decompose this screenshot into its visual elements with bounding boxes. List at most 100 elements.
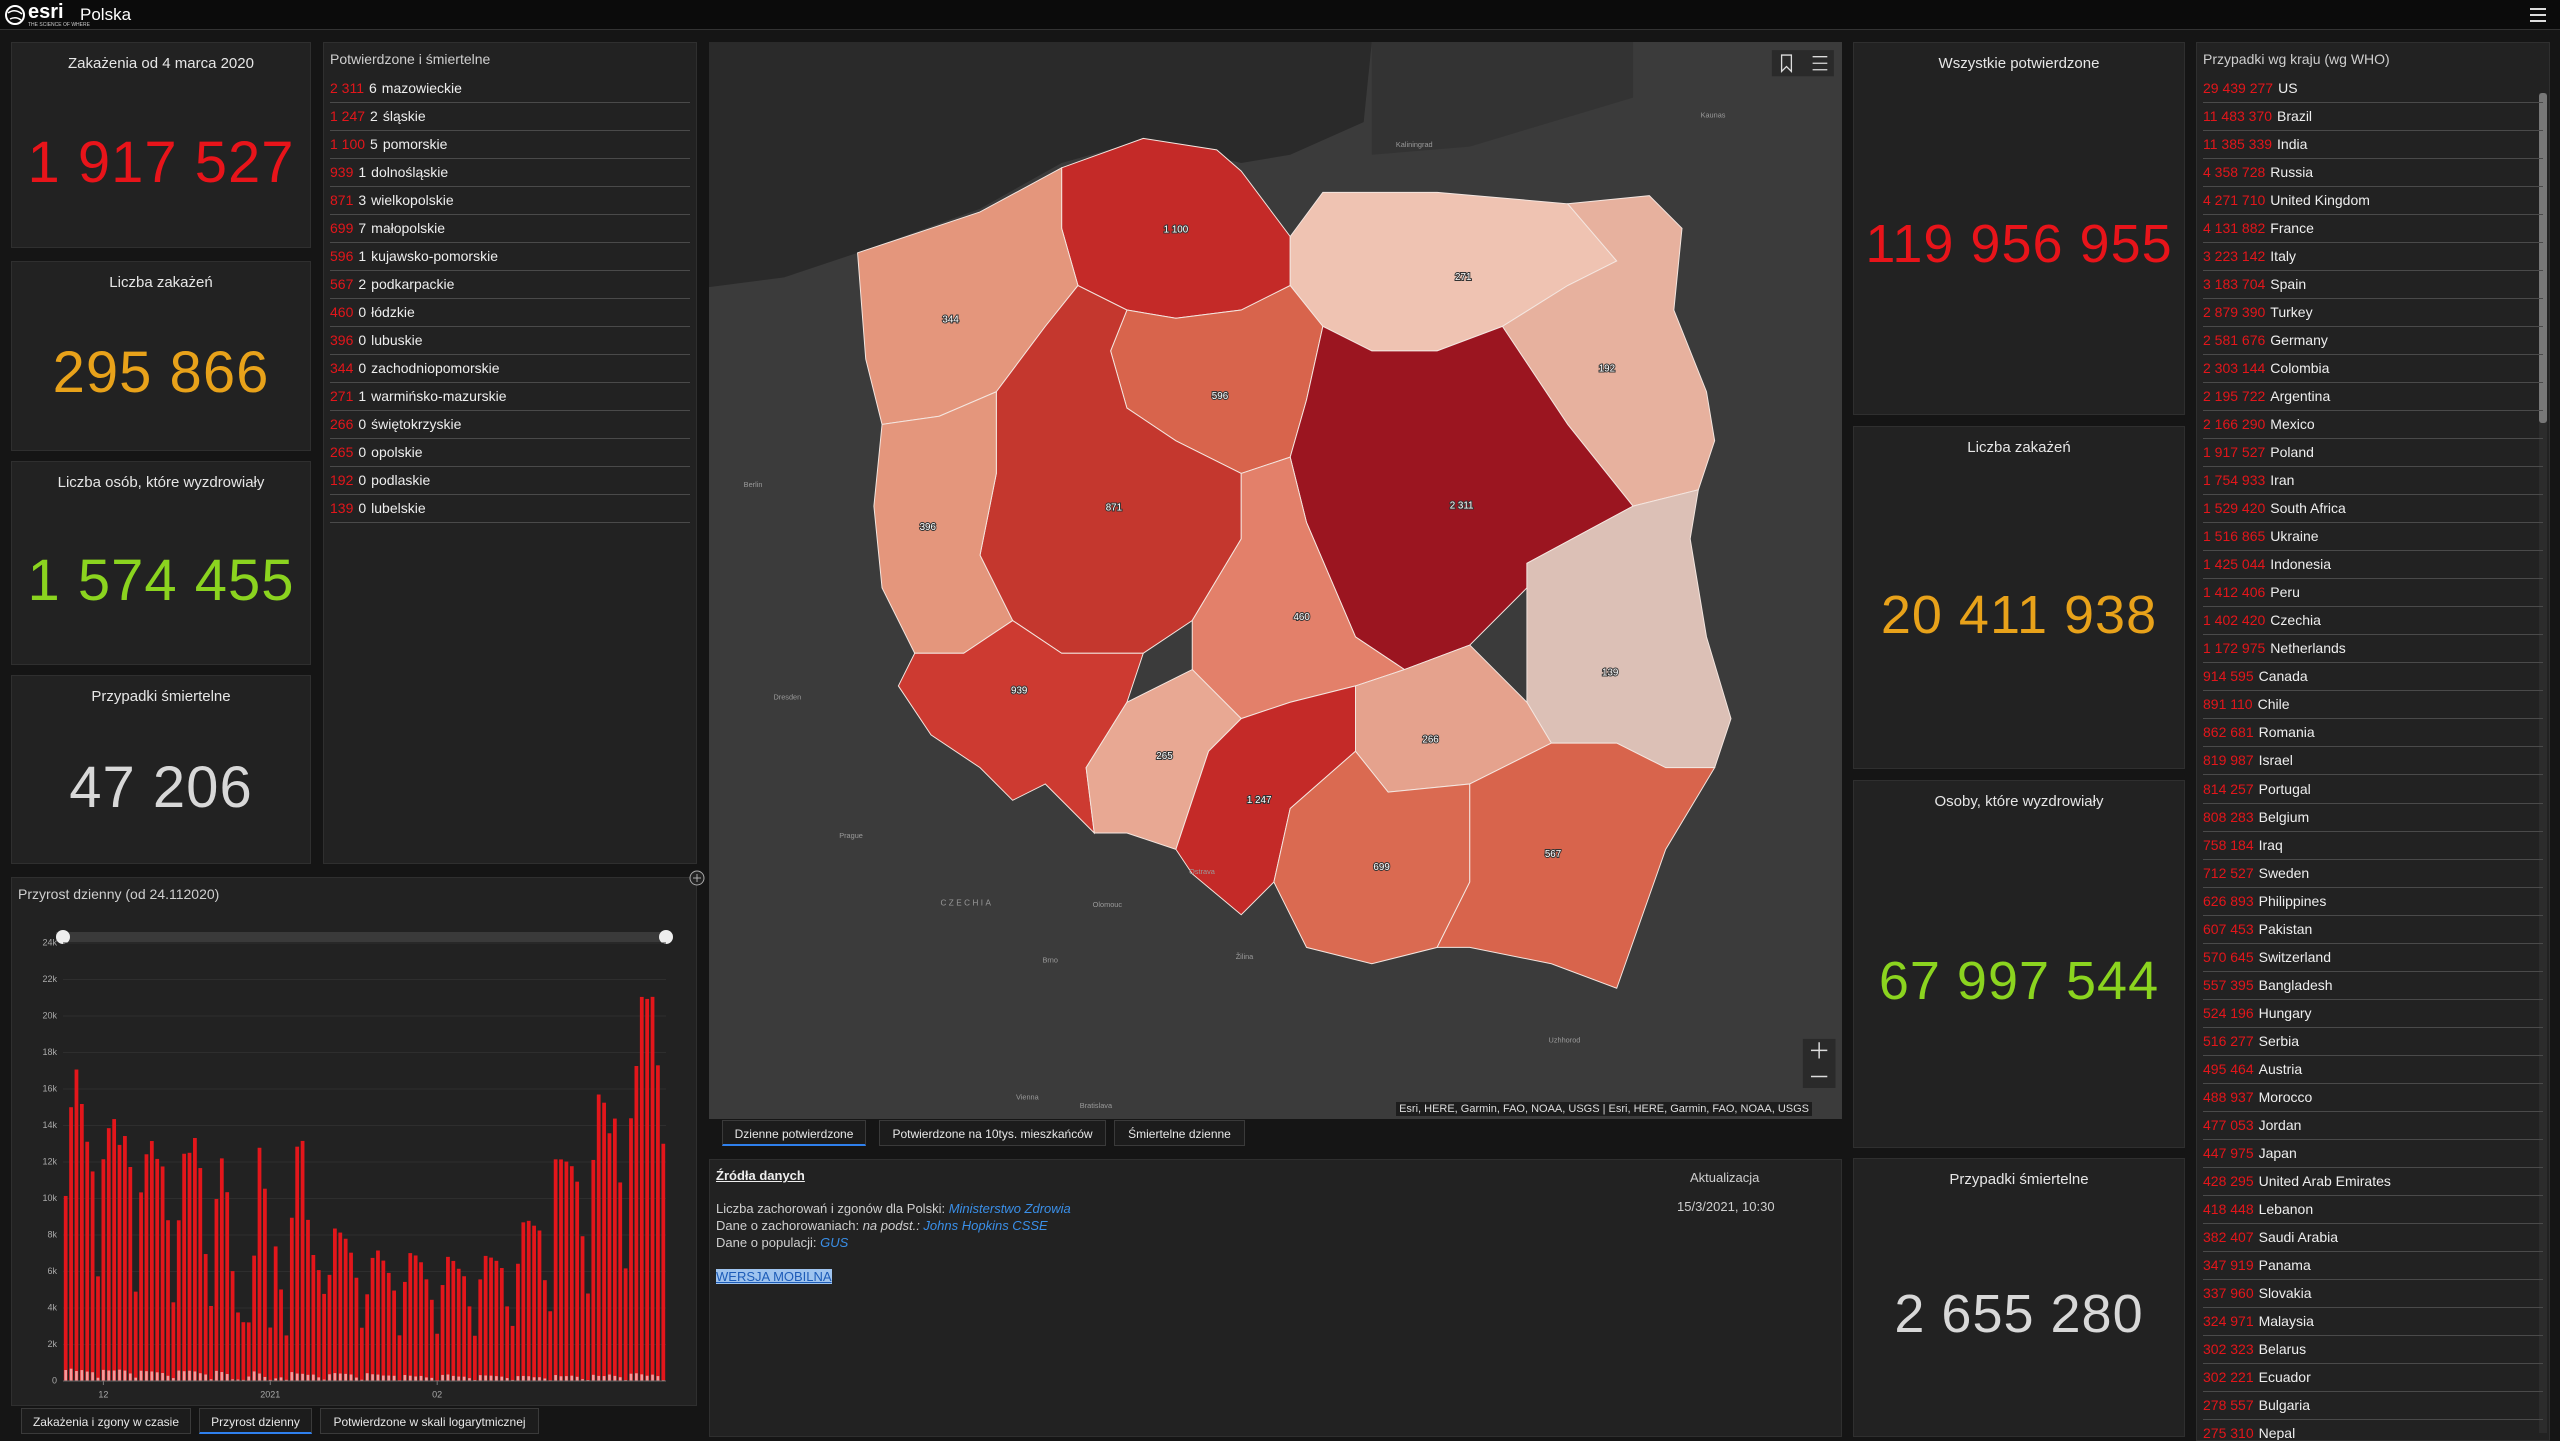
menu-icon[interactable] <box>2528 6 2548 24</box>
bar <box>64 1369 68 1381</box>
row-name: Czechia <box>2270 612 2321 629</box>
bar <box>80 1370 84 1381</box>
map-tab[interactable]: Dzienne potwierdzone <box>722 1120 866 1146</box>
row-name: Brazil <box>2277 108 2313 125</box>
place-label: CZECHIA <box>940 898 993 907</box>
scrollbar[interactable] <box>2539 93 2547 1433</box>
range-handle[interactable] <box>659 930 673 944</box>
bar <box>160 1166 165 1381</box>
list-row: 516 277 Serbia <box>2203 1027 2543 1056</box>
row-number: 302 221 <box>2203 1368 2254 1385</box>
map-tab[interactable]: Potwierdzone na 10tys. mieszkańców <box>879 1120 1106 1146</box>
list-row: 278 557 Bulgaria <box>2203 1391 2543 1420</box>
chart-tab[interactable]: Przyrost dzienny <box>199 1408 312 1434</box>
row-name: Italy <box>2270 248 2296 265</box>
bar <box>542 1280 547 1381</box>
bar <box>171 1302 176 1381</box>
list-row: 3 183 704 Spain <box>2203 270 2543 300</box>
bar <box>198 1168 203 1381</box>
row-number: 699 <box>330 220 354 237</box>
bar <box>521 1222 526 1381</box>
region-label: 1 247 <box>1247 795 1272 806</box>
zoom-in[interactable] <box>1810 1042 1828 1059</box>
expand-icon[interactable] <box>688 869 706 887</box>
row-number: 488 937 <box>2203 1088 2254 1105</box>
row-deaths: 0 <box>358 332 367 349</box>
row-deaths: 1 <box>358 388 367 405</box>
bar <box>440 1285 445 1381</box>
region-label: 192 <box>1599 363 1615 374</box>
row-number: 428 295 <box>2203 1172 2254 1189</box>
stat-panel: Zakażenia od 4 marca 2020 1 917 527 <box>11 42 311 248</box>
place-label: Dresden <box>773 692 801 701</box>
row-name: śląskie <box>382 108 426 125</box>
bar <box>516 1263 520 1381</box>
bar <box>537 1230 542 1381</box>
row-name: Pakistan <box>2258 920 2313 937</box>
source-link[interactable]: Ministerstwo Zdrowia <box>948 1201 1071 1216</box>
row-number: 1 100 <box>330 136 366 153</box>
bar <box>317 1377 321 1381</box>
list-row: 324 971 Malaysia <box>2203 1307 2543 1336</box>
bar <box>489 1257 493 1381</box>
row-number: 1 247 <box>330 108 366 125</box>
row-name: Jordan <box>2258 1116 2302 1133</box>
list-row: 266 0 świętokrzyskie <box>330 410 690 440</box>
row-number: 271 <box>330 388 354 405</box>
row-number: 4 131 882 <box>2203 220 2266 237</box>
source-link[interactable]: Johns Hopkins CSSE <box>923 1218 1048 1233</box>
bar <box>634 1066 639 1381</box>
bar <box>355 1377 358 1381</box>
bar <box>435 1333 440 1381</box>
bar <box>521 1375 525 1381</box>
bar <box>629 1373 633 1381</box>
bar <box>586 1293 590 1381</box>
list-row: 1 172 975 Netherlands <box>2203 634 2543 664</box>
bar <box>559 1159 563 1381</box>
bar <box>306 1219 310 1381</box>
stat-value: 1 917 527 <box>27 130 295 195</box>
bar <box>387 1375 391 1381</box>
bar <box>505 1306 510 1381</box>
mobile-link[interactable]: WERSJA MOBILNA <box>716 1269 832 1284</box>
x-tick-label: 2021 <box>260 1389 280 1399</box>
range-handle[interactable] <box>56 930 70 944</box>
source-link[interactable]: GUS <box>820 1235 849 1250</box>
bar <box>402 1281 407 1381</box>
chart-tab[interactable]: Zakażenia i zgony w czasie <box>21 1408 191 1434</box>
row-number: 524 196 <box>2203 1004 2254 1021</box>
list-row: 699 7 małopolskie <box>330 214 690 244</box>
row-number: 2 166 290 <box>2203 416 2266 433</box>
x-tick-label: 12 <box>98 1389 108 1399</box>
row-number: 4 271 710 <box>2203 192 2266 209</box>
bar <box>586 1379 590 1381</box>
bookmark-icon[interactable] <box>1780 54 1793 73</box>
bar <box>392 1290 396 1381</box>
row-name: Switzerland <box>2258 948 2331 965</box>
row-name: lubelskie <box>371 500 426 517</box>
list-row: 2 195 722 Argentina <box>2203 382 2543 412</box>
region[interactable] <box>1436 742 1716 989</box>
bar <box>623 1268 628 1381</box>
list-row: 3 223 142 Italy <box>2203 242 2543 272</box>
scroll-thumb[interactable] <box>2539 93 2547 423</box>
stat-value: 67 997 544 <box>1878 951 2160 1011</box>
bar <box>295 1146 300 1381</box>
map-canvas[interactable]: 1 100 344 271 192 596 871 396 2 311 460 139 939 265… <box>709 42 1842 1119</box>
list-icon[interactable] <box>1812 56 1828 71</box>
chart-tab[interactable]: Potwierdzone w skali logarytmicznej <box>320 1408 539 1434</box>
row-name: świętokrzyskie <box>371 416 462 433</box>
row-name: Philippines <box>2258 892 2327 909</box>
list-row: 819 987 Israel <box>2203 746 2543 776</box>
row-name: Colombia <box>2270 360 2330 377</box>
list-row: 11 385 339 India <box>2203 130 2543 160</box>
bar <box>295 1373 299 1381</box>
bar <box>451 1260 456 1381</box>
bar <box>613 1375 617 1381</box>
bar <box>338 1232 343 1381</box>
row-name: US <box>2278 80 2298 96</box>
bar <box>618 1377 622 1381</box>
bar <box>505 1378 509 1381</box>
bar <box>581 1379 584 1381</box>
map-tab[interactable]: Śmiertelne dzienne <box>1114 1120 1245 1146</box>
